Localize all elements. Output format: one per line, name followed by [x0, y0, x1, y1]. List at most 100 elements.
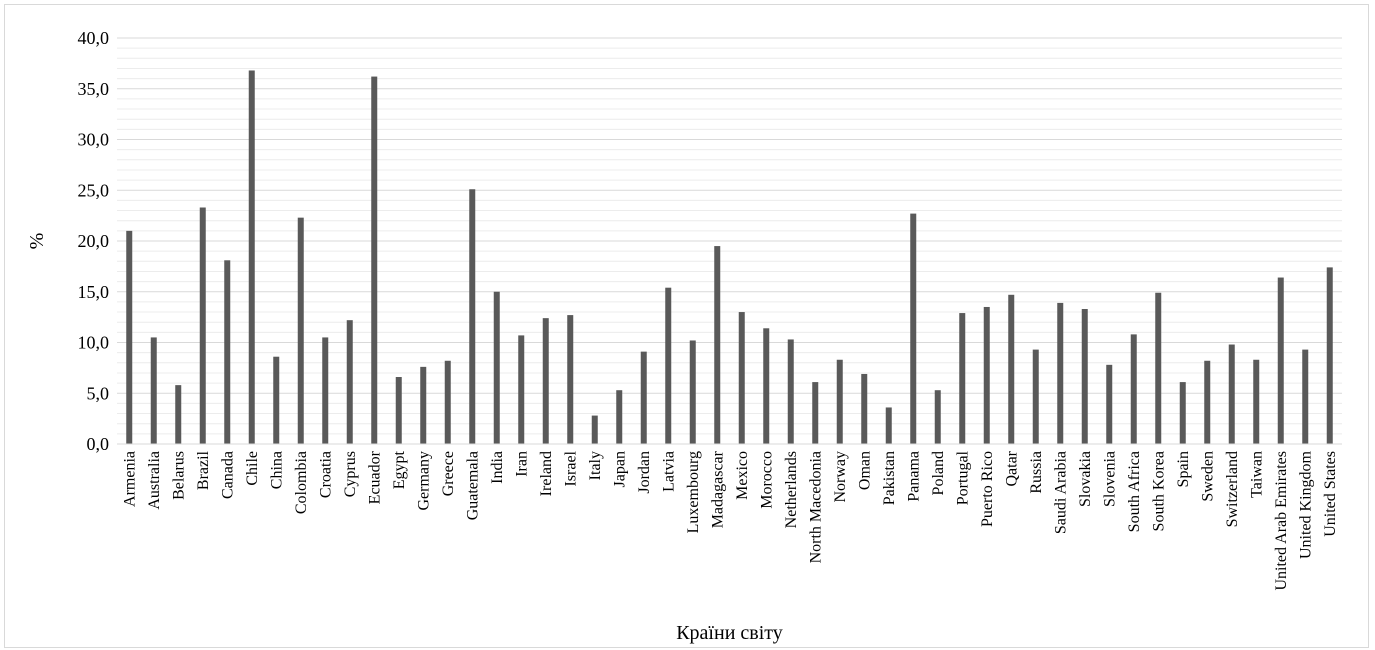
x-tick-label: Greece: [440, 451, 457, 496]
y-tick-label: 35,0: [78, 79, 110, 99]
x-tick-label: Oman: [856, 451, 873, 490]
x-tick-label: Israel: [562, 450, 579, 486]
x-tick-label: Brazil: [195, 450, 212, 490]
x-tick-label: Panama: [905, 451, 922, 502]
bar-canada: [224, 260, 231, 444]
y-tick-label: 0,0: [87, 434, 110, 454]
x-tick-label: Qatar: [1003, 450, 1020, 486]
x-tick-label: United States: [1322, 451, 1339, 537]
x-tick-label: South Africa: [1126, 451, 1143, 532]
bar-portugal: [959, 313, 966, 444]
x-tick-label: Spain: [1175, 451, 1192, 487]
gridlines: [117, 37, 1342, 445]
x-tick-label: Luxembourg: [685, 451, 702, 533]
bar-united-kingdom: [1302, 349, 1309, 444]
x-tick-label: Armenia: [121, 451, 138, 507]
bar-south-africa: [1130, 334, 1137, 444]
bar-italy: [591, 415, 598, 444]
x-tick-label: Puerto Rico: [979, 451, 996, 527]
x-tick-label: Slovenia: [1101, 451, 1118, 507]
x-tick-label: Belarus: [170, 451, 187, 500]
bar-north-macedonia: [812, 382, 819, 444]
bar-pakistan: [885, 407, 892, 444]
bar-australia: [150, 337, 157, 444]
bar-egypt: [395, 377, 402, 444]
x-tick-label: Slovakia: [1077, 451, 1094, 507]
x-tick-label: Sweden: [1199, 451, 1216, 502]
bar-slovenia: [1106, 364, 1113, 444]
bar-sweden: [1204, 360, 1211, 444]
x-tick-label: Chile: [244, 451, 261, 486]
x-tick-label: Egypt: [391, 450, 408, 489]
x-axis-ticks: Armenia Australia Belarus Brazil Canada Chile…: [121, 450, 1339, 590]
x-tick-label: Latvia: [660, 451, 677, 492]
x-tick-label: Australia: [146, 451, 163, 510]
x-tick-label: India: [489, 451, 506, 484]
bar-poland: [934, 390, 941, 444]
x-tick-label: Morocco: [758, 451, 775, 509]
x-tick-label: Portugal: [954, 450, 971, 505]
bar-latvia: [665, 287, 672, 444]
bar-germany: [420, 366, 427, 444]
bar-luxembourg: [689, 340, 696, 444]
y-tick-label: 40,0: [78, 28, 110, 48]
y-tick-label: 30,0: [78, 130, 110, 150]
y-tick-label: 25,0: [78, 180, 110, 200]
bar-united-states: [1326, 267, 1333, 444]
bar-jordan: [640, 351, 647, 444]
x-tick-label: China: [268, 451, 285, 489]
bar-armenia: [126, 230, 133, 444]
x-tick-label: Iran: [513, 451, 530, 477]
bar-japan: [616, 390, 623, 444]
y-tick-label: 15,0: [78, 282, 110, 302]
bar-saudi-arabia: [1057, 302, 1064, 444]
bar-china: [273, 356, 280, 444]
bar-mexico: [738, 312, 745, 444]
bar-taiwan: [1253, 359, 1260, 444]
bar-israel: [567, 315, 574, 444]
y-axis-ticks: 0,0 5,0 10,0 15,0 20,0 25,0 30,0 35,0 40,0: [78, 28, 110, 454]
x-tick-label: Mexico: [734, 451, 751, 500]
bar-chart: 0,0 5,0 10,0 15,0 20,0 25,0 30,0 35,0 40,0 Armen…: [26, 28, 1342, 644]
x-tick-label: Switzerland: [1224, 451, 1241, 527]
x-tick-label: Netherlands: [783, 451, 800, 528]
bar-colombia: [297, 217, 304, 444]
x-tick-label: Ecuador: [366, 450, 383, 504]
y-tick-label: 20,0: [78, 231, 110, 251]
bar-oman: [861, 373, 868, 444]
x-tick-label: Saudi Arabia: [1052, 451, 1069, 534]
x-tick-label: Italy: [587, 451, 604, 480]
chart-frame: 0,0 5,0 10,0 15,0 20,0 25,0 30,0 35,0 40,0 Armen…: [4, 4, 1369, 648]
x-tick-label: North Macedonia: [807, 451, 824, 563]
x-tick-label: Taiwan: [1248, 451, 1265, 498]
bar-switzerland: [1228, 344, 1235, 444]
x-tick-label: Croatia: [317, 451, 334, 498]
x-tick-label: Ireland: [538, 451, 555, 496]
bar-belarus: [175, 385, 182, 444]
bar-united-arab-emirates: [1277, 277, 1284, 444]
x-tick-label: Colombia: [293, 451, 310, 514]
bar-india: [493, 291, 500, 444]
bar-brazil: [199, 207, 206, 444]
bar-chile: [248, 70, 255, 444]
bar-ireland: [542, 318, 549, 444]
bar-netherlands: [787, 339, 794, 444]
x-tick-label: Japan: [611, 451, 628, 487]
x-tick-label: Cyprus: [342, 451, 359, 497]
x-tick-label: Madagascar: [709, 450, 726, 528]
bar-russia: [1032, 349, 1039, 444]
x-tick-label: Germany: [415, 451, 432, 511]
y-tick-label: 10,0: [78, 333, 110, 353]
y-axis-title: %: [26, 233, 48, 250]
bar-panama: [910, 213, 917, 444]
bar-madagascar: [714, 246, 721, 444]
bar-spain: [1179, 382, 1186, 444]
x-tick-label: Russia: [1028, 451, 1045, 494]
x-axis-title: Країни світу: [676, 622, 783, 644]
x-tick-label: United Kingdom: [1297, 450, 1314, 559]
x-tick-label: Pakistan: [881, 451, 898, 505]
x-tick-label: South Korea: [1150, 451, 1167, 531]
x-tick-label: United Arab Emirates: [1273, 451, 1290, 591]
x-tick-label: Jordan: [636, 451, 653, 494]
bar-slovakia: [1081, 309, 1088, 444]
